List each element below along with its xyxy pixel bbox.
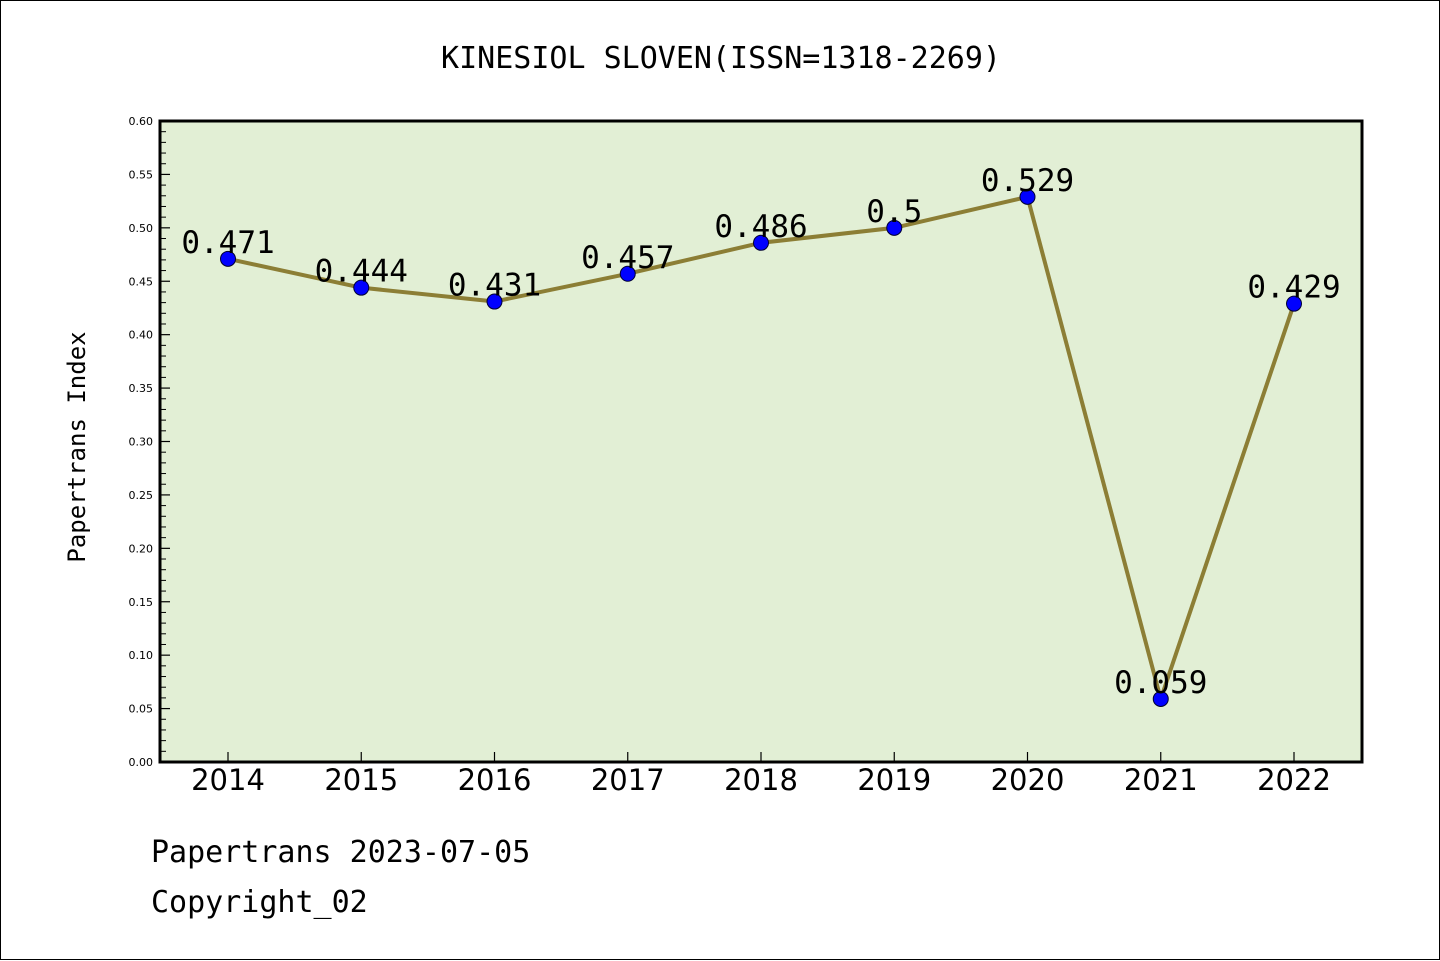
x-tick-label: 2018 [724, 763, 798, 797]
data-point [1152, 690, 1169, 707]
data-label: 0.429 [1247, 270, 1340, 306]
x-tick-label: 2019 [857, 763, 931, 797]
y-tick-label: 0.20 [129, 542, 154, 555]
data-point [886, 219, 903, 236]
data-label: 0.059 [1114, 665, 1207, 701]
x-tick-label: 2015 [324, 763, 398, 797]
x-tick-label: 2016 [458, 763, 532, 797]
data-point [753, 234, 769, 251]
footer-date: Papertrans 2023-07-05 [151, 835, 531, 870]
data-point [486, 293, 503, 310]
data-point [619, 265, 636, 282]
y-axis: 0.00 0.05 0.10 0.15 0.20 0.25 0.30 0.35 0.40 0.45… [129, 115, 170, 769]
y-tick-label: 0.05 [129, 703, 154, 716]
y-tick-label: 0.15 [129, 596, 154, 609]
y-tick-label: 0.55 [129, 168, 154, 181]
x-axis: 2014 2015 2016 2017 2018 2019 2020 2021 2022 [191, 752, 1331, 797]
y-tick-label: 0.40 [129, 329, 154, 342]
y-tick-label: 0.50 [129, 222, 154, 235]
x-tick-label: 2020 [991, 763, 1065, 797]
x-tick-label: 2022 [1257, 763, 1331, 797]
data-point [220, 250, 236, 267]
data-label: 0.471 [181, 225, 274, 261]
y-tick-label: 0.60 [129, 115, 154, 128]
data-point [353, 279, 370, 296]
x-tick-label: 2014 [191, 763, 265, 797]
data-point [1019, 188, 1036, 205]
y-tick-label: 0.10 [129, 649, 154, 662]
y-tick-label: 0.30 [129, 436, 154, 449]
data-label: 0.529 [981, 163, 1074, 199]
y-tick-label: 0.45 [129, 275, 154, 288]
data-label: 0.444 [315, 254, 408, 290]
data-label: 0.486 [714, 209, 807, 245]
y-tick-label: 0.25 [129, 489, 154, 502]
chart-title: KINESIOL SLOVEN(ISSN=1318-2269) [441, 41, 1001, 76]
data-label: 0.5 [866, 194, 922, 230]
x-tick-label: 2017 [591, 763, 665, 797]
series-layer [220, 188, 1302, 707]
data-label: 0.431 [448, 268, 541, 304]
data-label-layer: 0.471 0.444 0.431 0.457 0.486 0.5 0.529 0.059 0.… [181, 163, 1340, 701]
data-label: 0.457 [581, 240, 674, 276]
data-point [1286, 295, 1302, 312]
y-tick-label: 0.00 [129, 756, 154, 769]
y-axis-label: Papertrans Index [63, 331, 91, 562]
footer-copyright: Copyright_02 [151, 885, 368, 920]
x-tick-label: 2021 [1124, 763, 1198, 797]
plot-border [158, 119, 1364, 764]
y-tick-label: 0.35 [129, 382, 154, 395]
plot-area [160, 121, 1362, 762]
